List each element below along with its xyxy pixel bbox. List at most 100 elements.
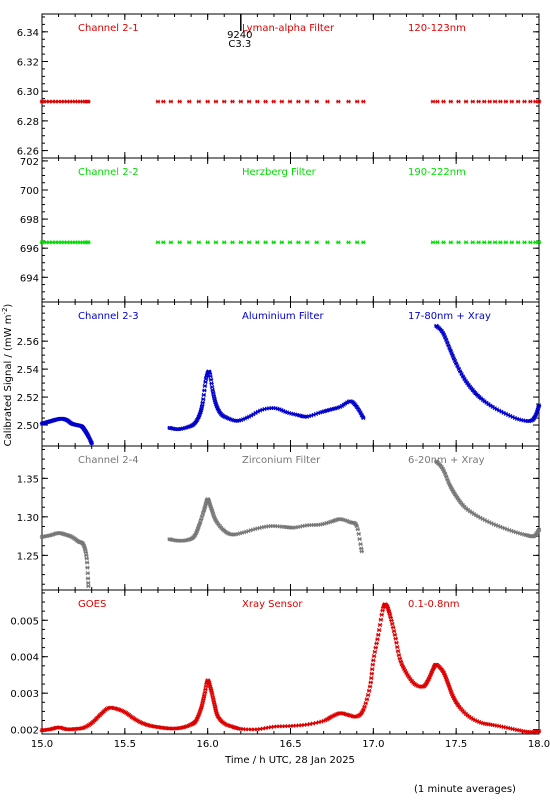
data-point	[445, 477, 450, 482]
data-point	[201, 392, 207, 397]
data-point	[210, 511, 216, 517]
data-point	[230, 240, 235, 245]
data-point	[202, 690, 208, 695]
y-tick-label: 6.28	[17, 117, 39, 128]
data-point	[354, 99, 360, 104]
y-tick-label: 2.56	[17, 337, 39, 348]
data-point	[155, 99, 161, 104]
data-point	[177, 240, 182, 245]
x-tick-labels: 15.0 15.5 16.0 16.5 17.0 17.5 18.0	[31, 739, 550, 750]
data-point	[380, 608, 385, 613]
data-point	[376, 628, 382, 633]
data-point	[361, 707, 366, 712]
data-point	[86, 240, 91, 245]
data-point	[456, 366, 462, 371]
data-point	[370, 662, 375, 667]
data-point	[84, 556, 89, 561]
data-point	[255, 240, 260, 245]
panel-channel-label: Channel 2-3	[78, 311, 139, 322]
data-point	[208, 377, 214, 382]
panel-1: 6.26 6.28 6.30 6.32 6.34 Channel 2-1 Lyman-alp…	[17, 13, 542, 159]
panel-5: 0.002 0.003 0.004 0.005 GOES Xray Sensor 0.1-0…	[10, 589, 542, 737]
data-point	[447, 346, 452, 351]
data-point	[396, 653, 402, 658]
data-point	[161, 99, 166, 104]
data-point	[359, 549, 364, 554]
panel-frame	[41, 301, 540, 447]
data-point	[168, 99, 174, 104]
data-point	[441, 469, 447, 474]
data-point	[446, 683, 451, 688]
x-tick-label: 16.0	[197, 739, 219, 750]
data-point	[476, 99, 481, 104]
y-axis-label-main: Calibrated Signal / (mW m	[3, 315, 14, 447]
data-point	[271, 99, 276, 104]
data-point	[448, 240, 453, 245]
data-point	[296, 99, 301, 104]
panel-2: 694 696 698 700 702 Channel 2-2 Herzberg Filte…	[20, 157, 542, 303]
data-point	[450, 353, 455, 358]
data-point	[355, 406, 361, 411]
data-point	[366, 688, 372, 693]
data-point	[197, 710, 202, 715]
data-point	[430, 240, 436, 245]
data-point	[354, 524, 359, 529]
footnote: (1 minute averages)	[414, 784, 516, 795]
x-tick-label: 17.0	[362, 739, 384, 750]
data-point	[447, 685, 452, 690]
data-series	[430, 240, 542, 245]
data-point	[86, 99, 91, 104]
data-point	[371, 654, 377, 659]
data-point	[200, 400, 205, 405]
data-point	[492, 240, 498, 245]
y-tick-label: 6.32	[17, 58, 39, 69]
panel-band-label: 190-222nm	[408, 167, 466, 178]
data-point	[435, 99, 440, 104]
data-point	[536, 99, 542, 104]
panel-band-label: 120-123nm	[408, 23, 466, 34]
data-point	[209, 384, 215, 390]
data-point	[522, 240, 527, 245]
data-point	[390, 621, 395, 626]
data-point	[470, 99, 475, 104]
data-point	[458, 369, 463, 374]
data-point	[442, 335, 448, 340]
panel-frame	[41, 445, 540, 591]
data-point	[279, 240, 285, 245]
y-axis-label: Calibrated Signal / (mW m-2)	[1, 304, 14, 447]
data-point	[325, 99, 330, 104]
data-point	[209, 381, 214, 386]
y-axis-label-end: )	[3, 304, 14, 308]
data-point	[203, 379, 208, 385]
data-point	[451, 356, 457, 361]
data-point	[456, 99, 461, 104]
data-point	[440, 330, 446, 335]
data-point	[304, 240, 310, 245]
data-point	[390, 625, 396, 630]
data-point	[346, 240, 351, 245]
y-tick-label: 0.004	[10, 653, 39, 664]
data-point	[205, 99, 210, 104]
data-point	[463, 99, 469, 104]
data-point	[376, 632, 381, 637]
y-tick-label: 696	[20, 244, 39, 255]
y-tick-label: 1.30	[17, 513, 39, 524]
data-point	[470, 240, 475, 245]
y-tick-label: 0.003	[10, 689, 39, 700]
data-point	[446, 343, 451, 348]
data-series	[39, 99, 91, 104]
panel-filter-label: Zirconium Filter	[242, 455, 321, 466]
x-tick-label: 17.5	[445, 739, 467, 750]
x-tick-label: 15.0	[31, 739, 53, 750]
data-point	[536, 240, 542, 245]
data-point	[271, 240, 276, 245]
data-point	[374, 641, 379, 646]
data-point	[403, 668, 408, 674]
y-tick-label: 6.26	[17, 147, 39, 158]
data-point	[363, 701, 368, 706]
data-point	[445, 340, 450, 345]
data-point	[371, 658, 376, 663]
data-series	[434, 459, 542, 539]
data-point	[515, 99, 521, 104]
data-point	[359, 546, 364, 551]
